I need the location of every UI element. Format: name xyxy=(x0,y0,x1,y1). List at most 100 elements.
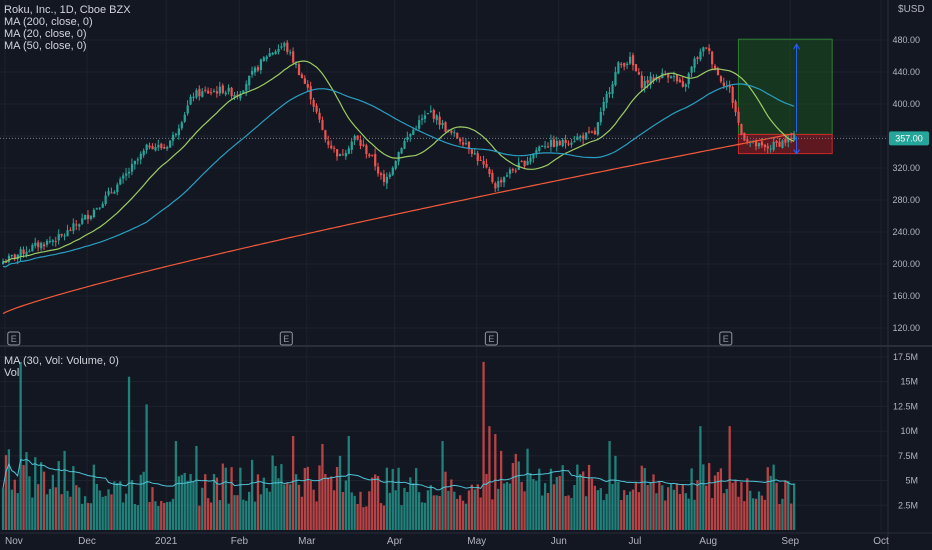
volume-bar xyxy=(113,481,116,530)
symbol-title[interactable]: Roku, Inc., 1D, Cboe BZX xyxy=(4,4,131,16)
candle-body xyxy=(280,46,283,48)
candle-body xyxy=(201,91,204,97)
candle-body xyxy=(40,242,43,249)
volume-bar xyxy=(180,474,183,530)
volume-bar xyxy=(523,491,526,530)
volume-bar xyxy=(157,505,160,530)
volume-bar xyxy=(599,488,602,530)
price-tick-label: 440.00 xyxy=(892,67,920,77)
candle-body xyxy=(183,114,186,122)
candle-body xyxy=(212,90,216,93)
volume-label[interactable]: Vol xyxy=(4,367,20,379)
volume-bar xyxy=(365,506,368,530)
candle-body xyxy=(122,175,125,179)
candle-body xyxy=(251,70,254,75)
volume-bar xyxy=(602,500,605,530)
earnings-marker[interactable] xyxy=(7,331,21,346)
candle-body xyxy=(719,76,723,82)
earnings-marker[interactable] xyxy=(719,331,733,346)
volume-tick-label: 15M xyxy=(900,377,918,387)
candle-body xyxy=(590,131,594,133)
candle-body xyxy=(283,42,286,47)
volume-bar xyxy=(22,465,25,530)
volume-bar xyxy=(461,500,465,530)
candle-body xyxy=(34,242,37,246)
candle-body xyxy=(289,52,292,54)
candle-body xyxy=(192,96,195,99)
candle-body xyxy=(520,161,523,163)
candle-body xyxy=(145,144,148,151)
candle-body xyxy=(95,208,98,210)
candle-body xyxy=(640,75,643,88)
x-tick-label: Feb xyxy=(231,536,249,547)
volume-bar xyxy=(505,482,509,530)
current-price-value: 357.00 xyxy=(895,133,923,143)
candle-body xyxy=(620,63,623,65)
candle-body xyxy=(233,94,236,97)
earnings-marker[interactable] xyxy=(484,331,498,346)
candle-body xyxy=(189,96,192,105)
candle-body xyxy=(130,164,134,172)
candle-body xyxy=(31,245,34,252)
candle-body xyxy=(37,242,40,248)
volume-bar xyxy=(643,467,646,530)
candle-body xyxy=(377,166,380,174)
candle-body xyxy=(702,47,705,52)
candle-body xyxy=(394,161,397,169)
volume-bar xyxy=(139,474,142,530)
volume-bar xyxy=(51,474,55,530)
x-tick-label: Sep xyxy=(781,536,799,547)
volume-bar xyxy=(262,477,265,530)
volume-bar xyxy=(479,497,482,530)
candle-body xyxy=(116,184,119,193)
candle-body xyxy=(652,77,655,81)
volume-bar xyxy=(177,476,180,530)
volume-bar xyxy=(423,502,427,530)
candle-body xyxy=(218,86,222,94)
indicator-ma200[interactable]: MA (200, close, 0) xyxy=(4,16,93,28)
candle-body xyxy=(350,141,353,150)
x-tick-label: May xyxy=(467,536,486,547)
volume-bar xyxy=(731,482,734,530)
volume-bar xyxy=(286,482,289,530)
volume-bar xyxy=(330,476,333,530)
volume-bar xyxy=(564,496,567,530)
candle-body xyxy=(672,76,676,78)
x-tick-label: Oct xyxy=(873,536,889,547)
volume-bar xyxy=(699,426,702,530)
candle-body xyxy=(743,133,746,141)
candle-body xyxy=(265,56,268,59)
candle-body xyxy=(508,169,512,174)
volume-bar xyxy=(778,503,781,530)
candle-body xyxy=(230,87,233,97)
volume-bar xyxy=(297,484,301,530)
target-arrowhead xyxy=(793,43,800,50)
volume-bar xyxy=(63,450,66,530)
earnings-marker[interactable] xyxy=(279,331,293,346)
candle-body xyxy=(444,122,447,132)
volume-bar xyxy=(696,480,699,530)
indicator-ma20[interactable]: MA (20, close, 0) xyxy=(4,28,87,40)
volume-bar xyxy=(520,481,523,530)
price-tick-label: 240.00 xyxy=(892,227,920,237)
volume-bar xyxy=(441,441,444,530)
volume-bar xyxy=(614,455,617,530)
current-price-tag[interactable] xyxy=(889,131,929,146)
volume-bar xyxy=(151,487,154,530)
candle-body xyxy=(755,140,758,147)
currency-label[interactable]: $USD xyxy=(898,4,925,15)
price-tick-label: 120.00 xyxy=(892,323,920,333)
volume-tick-label: 10M xyxy=(900,426,918,436)
candle-body xyxy=(464,143,468,145)
volume-bar xyxy=(769,475,772,530)
volume-bar xyxy=(142,471,145,530)
candle-body xyxy=(356,135,359,140)
volume-bar xyxy=(83,496,87,530)
volume-ma-indicator[interactable]: MA (30, Vol: Volume, 0) xyxy=(4,355,119,367)
volume-bar xyxy=(447,490,450,530)
indicator-ma50[interactable]: MA (50, close, 0) xyxy=(4,40,87,52)
volume-bar xyxy=(25,452,28,530)
candle-body xyxy=(110,192,113,194)
